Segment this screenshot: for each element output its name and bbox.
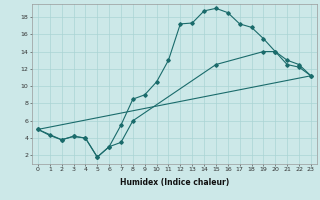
X-axis label: Humidex (Indice chaleur): Humidex (Indice chaleur) [120,178,229,187]
